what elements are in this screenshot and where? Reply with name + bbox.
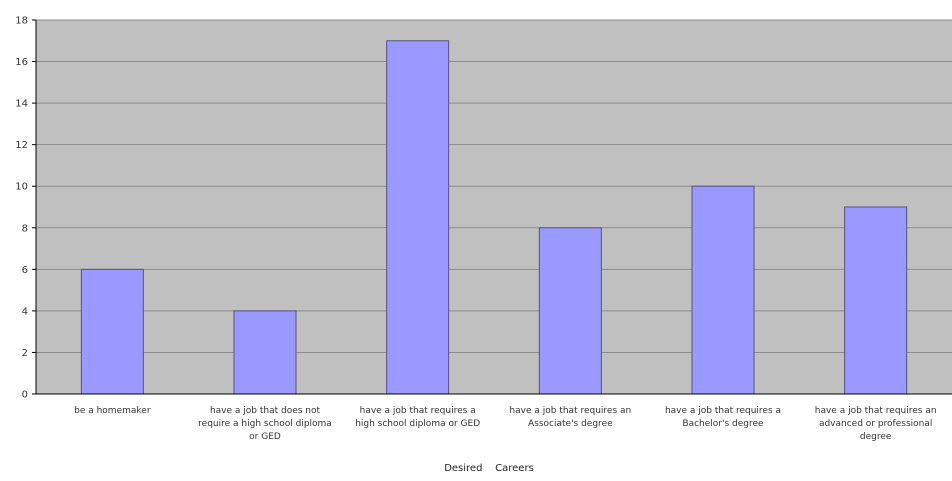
y-tick-labels: 0 2 4 6 8 10 12 14 16 18 — [15, 16, 36, 401]
bar — [386, 40, 450, 395]
y-tick-label: 6 — [22, 265, 28, 276]
y-tick-label: 2 — [22, 348, 28, 359]
bar — [80, 268, 144, 395]
y-tick-label: 14 — [15, 99, 28, 110]
gridlines — [36, 19, 952, 353]
y-tick-label: 0 — [22, 390, 28, 401]
bar — [844, 206, 908, 395]
x-category-label: have a job that requires an Associate's d… — [509, 406, 631, 429]
x-category-label: have a job that does not require a high s… — [198, 406, 332, 442]
bars — [80, 40, 908, 395]
y-tick-label: 8 — [22, 223, 28, 234]
bar — [691, 185, 755, 395]
x-category-labels: be a homemaker have a job that does not re… — [74, 406, 936, 442]
y-tick-label: 16 — [15, 57, 28, 68]
x-category-label: have a job that requires an advanced or p… — [815, 406, 937, 442]
y-tick-label: 18 — [15, 16, 28, 27]
x-category-label: have a job that requires a Bachelor's deg… — [665, 406, 781, 429]
y-tick-label: 10 — [15, 182, 28, 193]
y-tick-label: 4 — [22, 306, 28, 317]
x-category-label: be a homemaker — [74, 406, 151, 416]
bar — [233, 310, 297, 395]
y-tick-label: 12 — [15, 140, 28, 151]
bar — [538, 227, 602, 395]
x-category-label: have a job that requires a high school di… — [355, 406, 480, 429]
plot-area — [36, 20, 952, 394]
x-axis-title: Desired Careers — [444, 463, 534, 474]
